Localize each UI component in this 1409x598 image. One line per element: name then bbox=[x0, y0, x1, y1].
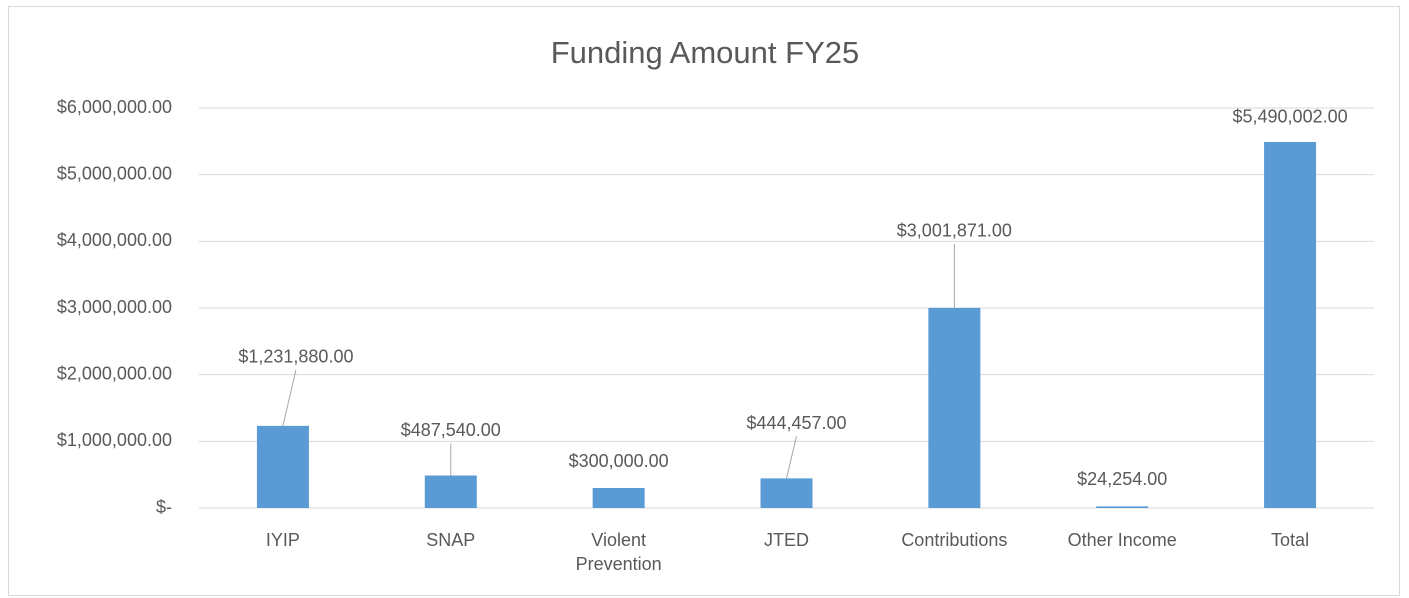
y-tick-label: $5,000,000.00 bbox=[57, 163, 172, 183]
chart-frame bbox=[8, 6, 1400, 596]
x-tick-label: Total bbox=[1271, 530, 1310, 550]
bar bbox=[424, 475, 477, 508]
chart-title: Funding Amount FY25 bbox=[551, 35, 859, 70]
data-label: $5,490,002.00 bbox=[1233, 107, 1348, 127]
y-tick-label: $4,000,000.00 bbox=[57, 230, 172, 250]
y-tick-label: $1,000,000.00 bbox=[57, 430, 172, 450]
x-tick-label: Violent Prevention bbox=[575, 530, 662, 574]
bar bbox=[928, 307, 981, 508]
data-label: $3,001,871.00 bbox=[897, 221, 1012, 241]
bar bbox=[592, 488, 645, 508]
data-label: $1,231,880.00 bbox=[238, 347, 353, 367]
x-tick-label: SNAP bbox=[426, 530, 476, 550]
x-tick-label: JTED bbox=[764, 530, 809, 550]
bar bbox=[256, 425, 309, 508]
data-label: $444,457.00 bbox=[746, 413, 846, 433]
bar bbox=[1264, 141, 1317, 508]
y-tick-label: $6,000,000.00 bbox=[57, 97, 172, 117]
y-tick-label: $3,000,000.00 bbox=[57, 297, 172, 317]
leader-line bbox=[282, 369, 297, 426]
y-tick-label: $- bbox=[156, 497, 172, 517]
bar bbox=[760, 478, 813, 508]
data-label: $300,000.00 bbox=[569, 451, 669, 471]
leader-line bbox=[786, 436, 797, 479]
data-label: $487,540.00 bbox=[401, 420, 501, 440]
x-tick-label: Other Income bbox=[1067, 530, 1177, 550]
y-tick-label: $2,000,000.00 bbox=[57, 363, 172, 383]
x-tick-label: Contributions bbox=[901, 530, 1008, 550]
x-tick-label: IYIP bbox=[265, 530, 300, 550]
bar bbox=[1096, 506, 1149, 508]
data-label: $24,254.00 bbox=[1077, 469, 1167, 489]
